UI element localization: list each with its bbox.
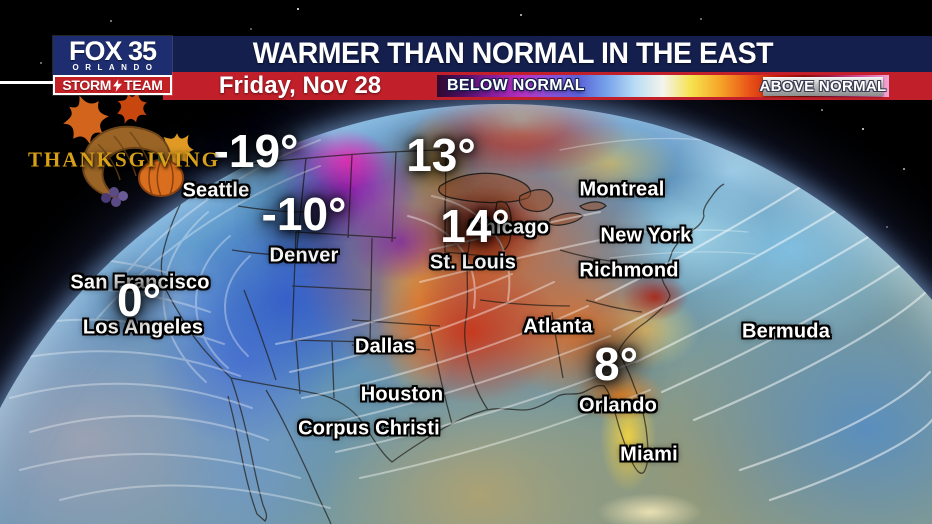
lower-third-accent-line [0, 81, 56, 84]
storm-label: STORM [62, 77, 112, 93]
thanksgiving-graphic [28, 91, 228, 212]
date-text: Friday, Nov 28 [218, 72, 382, 99]
headline-text: WARMER THAN NORMAL IN THE EAST [252, 37, 774, 70]
station-logo-top: FOX 35 ORLANDO [53, 36, 172, 75]
station-city: ORLANDO [72, 63, 159, 72]
headline-bar: WARMER THAN NORMAL IN THE EAST [172, 36, 932, 72]
cornucopia-illustration [63, 91, 194, 207]
lightning-bolt-icon [113, 78, 123, 92]
storm-team-banner: STORM TEAM [53, 75, 172, 95]
great-lakes [438, 172, 607, 251]
state-borders [160, 149, 725, 524]
date-legend-bar: Friday, Nov 28 BELOW NORMAL ABOVE NORMAL [163, 72, 932, 100]
legend-below-normal-label: BELOW NORMAL [447, 77, 585, 94]
station-name: FOX 35 [68, 36, 157, 66]
holiday-title: THANKSGIVING [27, 147, 221, 172]
team-label: TEAM [124, 77, 163, 93]
legend-above-normal-badge: ABOVE NORMAL [760, 77, 886, 96]
wind-streamlines [0, 110, 932, 509]
station-logo: FOX 35 ORLANDO STORM TEAM [53, 36, 172, 95]
legend-above-normal-label: ABOVE NORMAL [759, 78, 887, 95]
cornucopia-icon [81, 125, 184, 207]
